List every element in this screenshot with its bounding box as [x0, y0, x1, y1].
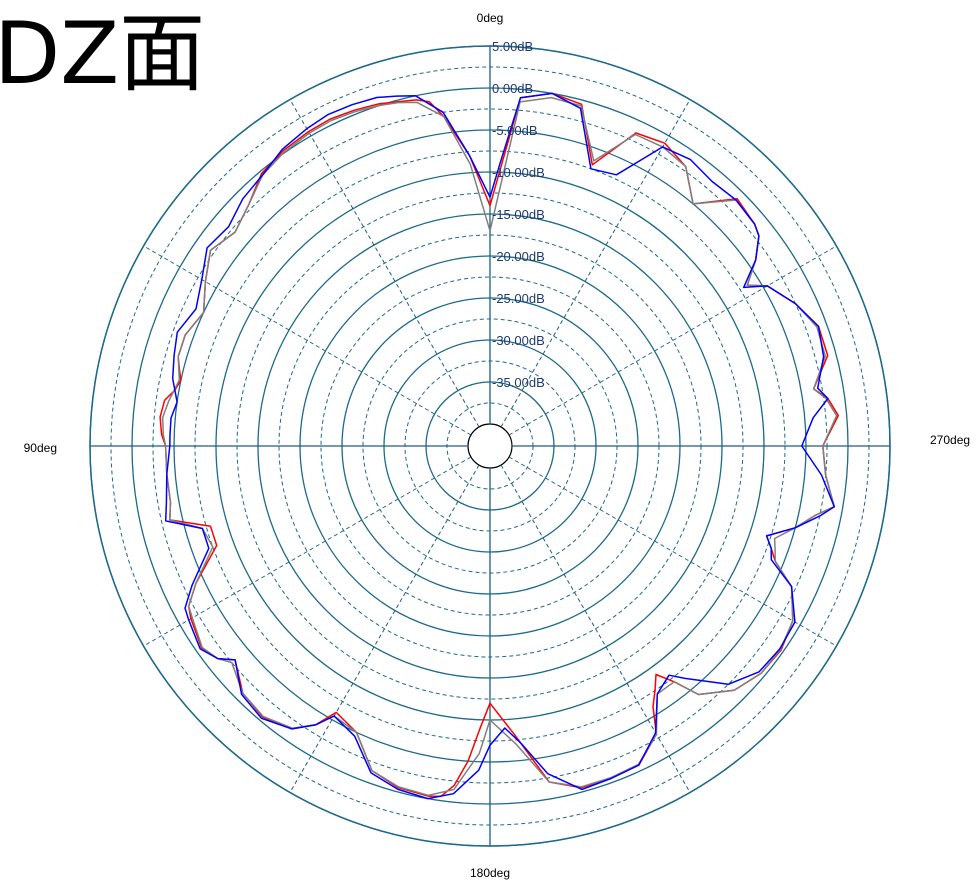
- radial-tick-label: -5.00dB: [492, 123, 538, 138]
- radial-tick-label: 0.00dB: [492, 81, 533, 96]
- angle-label: 270deg: [930, 433, 970, 447]
- polar-grid: [89, 45, 891, 847]
- grid-spoke: [143, 245, 472, 436]
- grid-spoke: [508, 456, 837, 647]
- angle-label: 90deg: [24, 441, 57, 455]
- grid-spoke: [289, 99, 480, 428]
- angle-label: 0deg: [477, 11, 504, 25]
- grid-spoke: [143, 456, 472, 647]
- radial-tick-label: -35.00dB: [492, 375, 545, 390]
- radial-tick-label: -30.00dB: [492, 333, 545, 348]
- grid-spoke: [500, 464, 691, 793]
- radial-tick-label: 5.00dB: [492, 39, 533, 54]
- radial-tick-label: -10.00dB: [492, 165, 545, 180]
- outer-ring: [89, 45, 891, 847]
- series-group: [159, 92, 840, 800]
- radial-tick-label: -15.00dB: [492, 207, 545, 222]
- grid-spoke: [289, 464, 480, 793]
- label-group: 5.00dB 0.00dB -5.00dB -10.00dB -15.00dB -20.0…: [24, 11, 970, 880]
- radial-tick-label: -20.00dB: [492, 249, 545, 264]
- angle-label: 180deg: [470, 866, 510, 880]
- grid-spoke: [500, 99, 691, 428]
- center-circle: [467, 423, 513, 469]
- series-line-3: [164, 92, 836, 800]
- grid-spoke: [508, 245, 837, 436]
- radial-tick-label: -25.00dB: [492, 291, 545, 306]
- chart-title: DZ面: [0, 4, 206, 104]
